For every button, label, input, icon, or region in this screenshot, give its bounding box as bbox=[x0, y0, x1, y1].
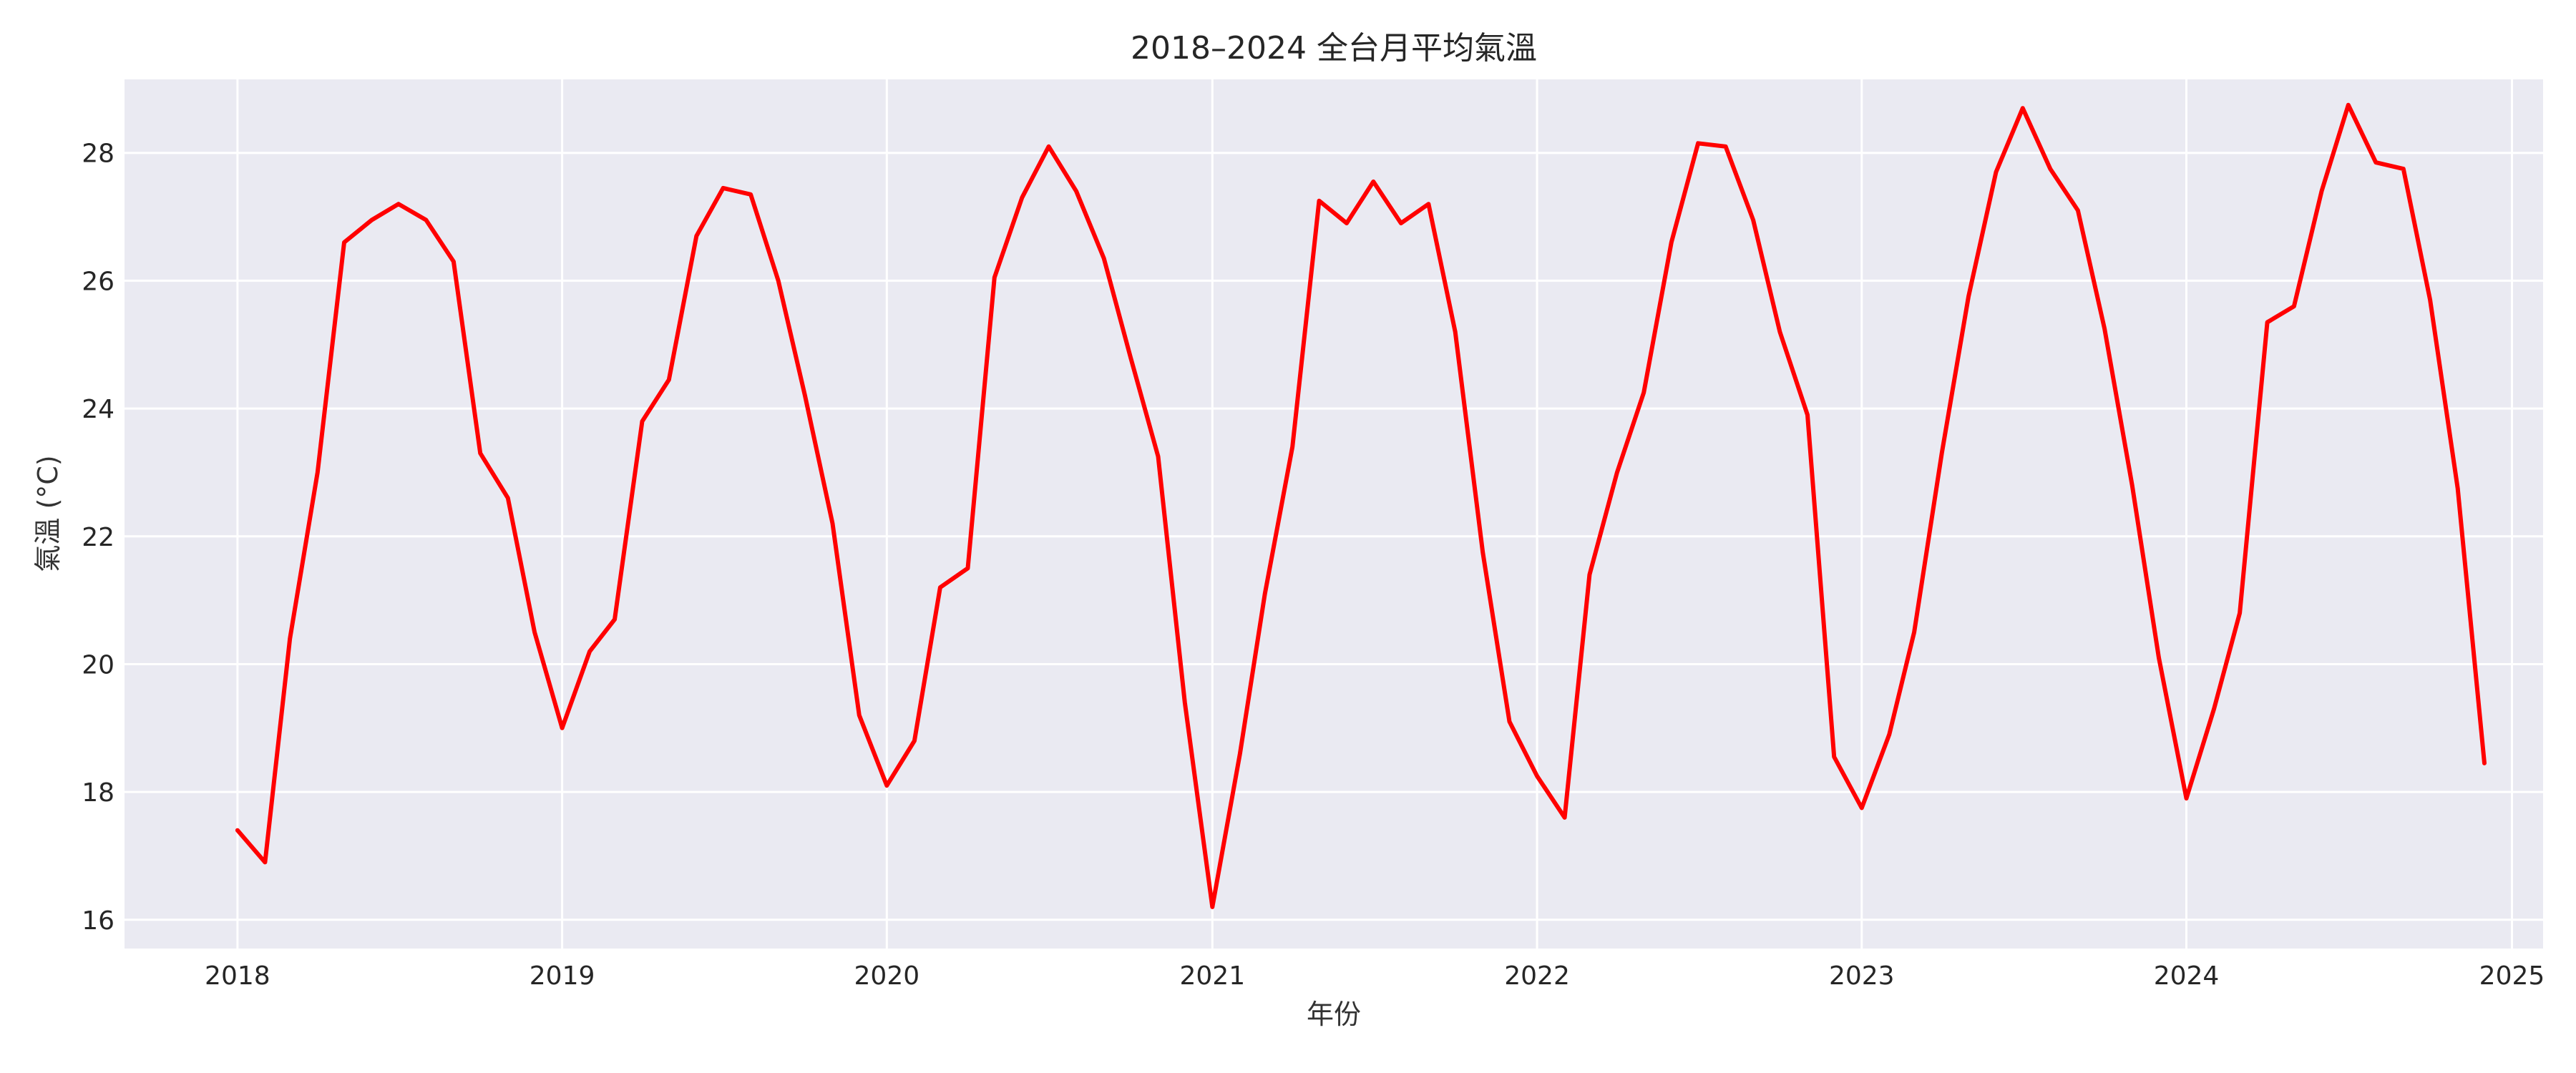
x-tick-label: 2019 bbox=[530, 961, 595, 991]
y-tick-label: 28 bbox=[82, 139, 114, 169]
series-line-temperature bbox=[235, 102, 2487, 909]
x-tick-label: 2018 bbox=[205, 961, 270, 991]
y-tick-label: 20 bbox=[82, 650, 114, 680]
x-tick-label: 2021 bbox=[1180, 961, 1246, 991]
y-tick-label: 22 bbox=[82, 523, 114, 552]
x-tick-label: 2022 bbox=[1504, 961, 1570, 991]
x-tick-label: 2023 bbox=[1829, 961, 1895, 991]
y-tick-label: 24 bbox=[82, 395, 114, 424]
x-tick-label: 2024 bbox=[2154, 961, 2220, 991]
y-tick-label: 26 bbox=[82, 267, 114, 296]
y-tick-labels: 16 18 20 22 24 26 28 bbox=[82, 139, 114, 936]
y-axis-label: 氣溫 (°C) bbox=[32, 455, 64, 572]
x-axis-label: 年份 bbox=[1307, 999, 1361, 1030]
plot-background bbox=[125, 79, 2543, 949]
x-tick-label: 2025 bbox=[2479, 961, 2545, 991]
y-tick-label: 16 bbox=[82, 906, 114, 936]
y-tick-label: 18 bbox=[82, 778, 114, 808]
x-tick-label: 2020 bbox=[854, 961, 920, 991]
chart-title: 2018–2024 全台月平均氣溫 bbox=[1131, 30, 1537, 67]
x-tick-labels: 2018 2019 2020 2021 2022 2023 2024 2025 bbox=[205, 961, 2545, 991]
grid-lines bbox=[125, 79, 2543, 949]
